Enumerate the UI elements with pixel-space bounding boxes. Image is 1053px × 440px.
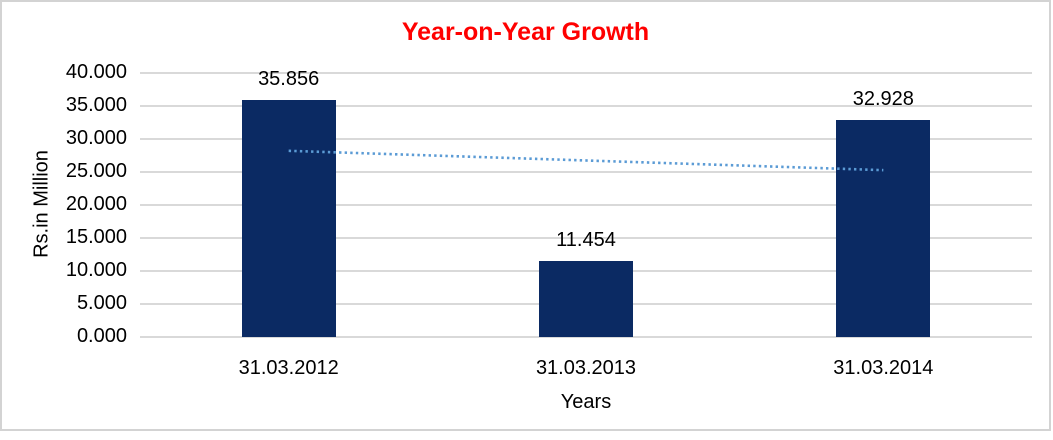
gridline: [140, 336, 1032, 338]
gridline: [140, 171, 1032, 173]
x-tick-label: 31.03.2013: [535, 357, 637, 379]
y-tick-label: 40.000: [65, 61, 127, 83]
y-tick-label: 15.000: [65, 226, 127, 248]
bar: [241, 100, 336, 337]
bar: [836, 119, 931, 337]
y-axis-title: Rs.in Million: [30, 150, 53, 258]
trendline-line: [288, 149, 884, 172]
y-tick-label: 0.000: [76, 325, 127, 347]
bar-value-label: 35.856: [258, 68, 320, 91]
chart-title: Year-on-Year Growth: [401, 18, 650, 46]
bar-value-label: 11.454: [556, 229, 616, 252]
x-tick-label: 31.03.2014: [833, 357, 934, 379]
y-tick-label: 25.000: [65, 160, 127, 182]
bar: [539, 261, 633, 337]
gridline: [140, 237, 1032, 239]
gridline: [140, 138, 1032, 140]
gridline: [140, 105, 1032, 107]
x-axis-title: Years: [560, 391, 612, 413]
chart-frame: Year-on-Year Growth 40.000 35.000 30.000 25…: [0, 0, 1051, 431]
x-tick-label: 31.03.2012: [238, 357, 339, 379]
y-tick-label: 30.000: [65, 127, 127, 149]
y-tick-label: 35.000: [65, 94, 127, 116]
bar-value-label: 32.928: [852, 87, 914, 110]
y-tick-label: 5.000: [76, 292, 127, 314]
gridline: [140, 204, 1032, 206]
y-tick-label: 20.000: [65, 193, 127, 215]
gridline: [140, 72, 1032, 74]
y-tick-label: 10.000: [65, 259, 127, 281]
